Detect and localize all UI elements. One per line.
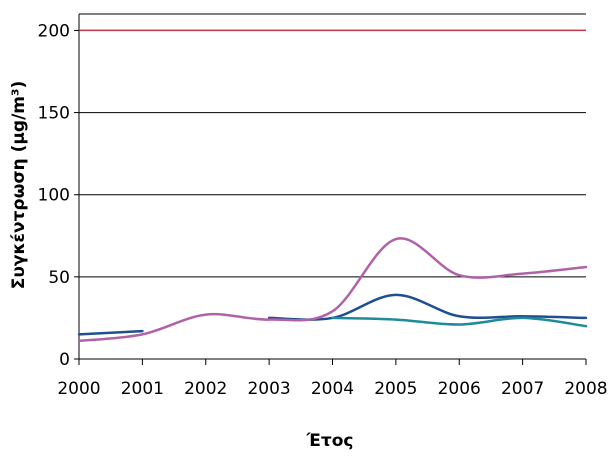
- gridlines: [79, 13, 586, 278]
- axes: [74, 14, 587, 365]
- y-axis-title: Συγκέντρωση (μg/m³): [9, 81, 29, 289]
- series-line-2: [267, 293, 588, 321]
- x-tick-label-2000: 2000: [57, 379, 100, 399]
- x-tick-labels: 2000 2001 2002 2003 2004 2005 2006 2007 2008: [57, 379, 607, 399]
- y-tick-label-200: 200: [38, 21, 70, 41]
- x-tick-label-2004: 2004: [311, 379, 354, 399]
- series-group: [77, 237, 588, 343]
- x-tick-label-2005: 2005: [374, 379, 417, 399]
- y-tick-label-0: 0: [59, 350, 70, 370]
- x-tick-label-2007: 2007: [501, 379, 544, 399]
- series-line-1: [77, 329, 144, 336]
- x-tick-label-2003: 2003: [247, 379, 290, 399]
- x-tick-label-2002: 2002: [184, 379, 227, 399]
- y-tick-labels: 0 50 100 150 200: [38, 21, 70, 370]
- x-tick-label-2008: 2008: [564, 379, 607, 399]
- series-line-4: [331, 316, 588, 328]
- x-tick-label-2001: 2001: [121, 379, 164, 399]
- series-line-3: [77, 237, 588, 343]
- x-axis-title: Έτος: [306, 431, 354, 451]
- y-tick-label-50: 50: [48, 268, 70, 288]
- y-tick-label-150: 150: [38, 104, 70, 124]
- x-tick-label-2006: 2006: [438, 379, 481, 399]
- y-tick-label-100: 100: [38, 186, 70, 206]
